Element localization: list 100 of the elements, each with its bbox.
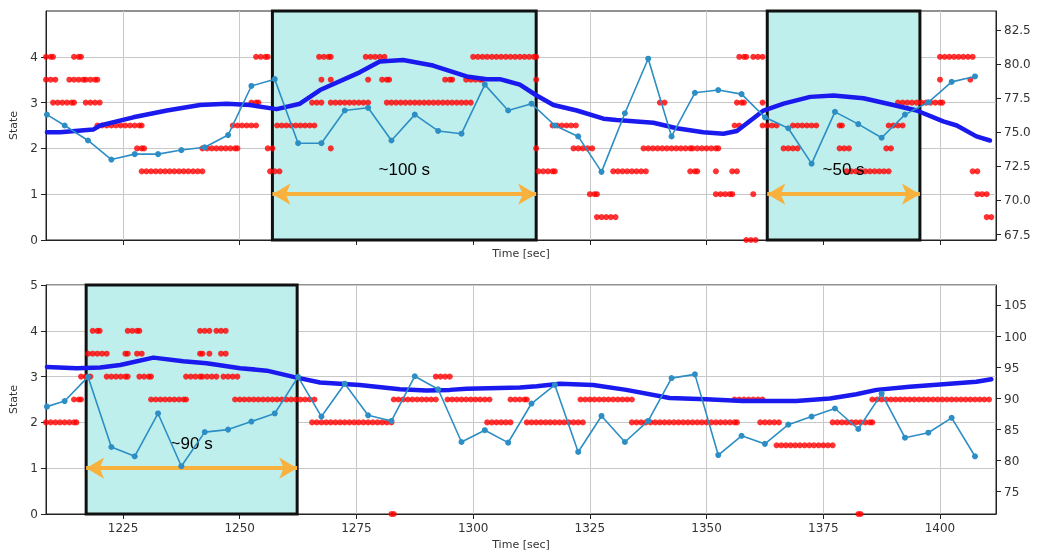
- point: [411, 111, 418, 118]
- point: [155, 151, 162, 158]
- point: [528, 400, 535, 407]
- y-tick-label: 5: [30, 278, 38, 292]
- y-tick-label: 3: [30, 95, 38, 110]
- point: [435, 386, 442, 393]
- point: [131, 151, 138, 158]
- point: [388, 137, 395, 144]
- y2-tick-label: 75: [1004, 484, 1020, 499]
- point: [178, 463, 185, 470]
- point: [972, 453, 978, 460]
- y-tick-label: 1: [30, 461, 38, 476]
- point: [738, 91, 745, 98]
- y2-tick-label: 105: [1004, 298, 1027, 313]
- annotation: ~100 s: [378, 159, 431, 179]
- y-tick-label: 4: [30, 49, 38, 64]
- point: [948, 414, 955, 421]
- point: [855, 121, 862, 128]
- point: [551, 381, 558, 388]
- y2-tick-label: 70.0: [1004, 193, 1031, 208]
- y-axis-title: State: [7, 384, 21, 415]
- y-tick-label: 2: [30, 415, 38, 430]
- point: [155, 410, 162, 417]
- point: [901, 434, 908, 441]
- point: [878, 390, 885, 397]
- point: [481, 81, 488, 88]
- point: [131, 453, 138, 460]
- point: [738, 432, 745, 439]
- y2-tick-label: 75.0: [1004, 125, 1031, 140]
- point: [295, 140, 302, 147]
- point: [458, 439, 465, 446]
- point: [248, 418, 255, 425]
- point: [808, 413, 815, 420]
- line-series: [44, 355, 994, 404]
- point: [248, 82, 255, 89]
- point: [901, 111, 908, 118]
- point: [598, 412, 605, 419]
- x-tick-label: 1225: [107, 521, 139, 535]
- annotation: ~90 s: [170, 433, 213, 453]
- point: [225, 132, 232, 139]
- point: [691, 371, 698, 378]
- point: [201, 429, 208, 436]
- y2-tick-label: 95: [1004, 360, 1020, 375]
- point: [365, 104, 372, 111]
- y-tick-label: 3: [30, 369, 38, 384]
- x-axis-title: Time [sec]: [491, 537, 550, 551]
- point: [715, 452, 722, 459]
- point: [365, 412, 372, 419]
- point: [972, 73, 978, 80]
- point: [85, 137, 92, 144]
- point: [621, 110, 628, 117]
- point: [668, 133, 675, 140]
- y-tick-label: 0: [30, 507, 38, 521]
- x-axis-title: Time [sec]: [491, 247, 550, 260]
- x-tick-label: 1375: [808, 521, 839, 535]
- point: [925, 429, 932, 436]
- point: [831, 405, 838, 412]
- point: [761, 114, 768, 121]
- x-tick-label: 1300: [457, 521, 489, 535]
- point: [435, 127, 442, 134]
- point: [481, 427, 488, 434]
- y-tick-label: 0: [30, 233, 38, 247]
- point: [691, 89, 698, 96]
- point: [855, 425, 862, 432]
- point: [598, 168, 605, 175]
- point: [575, 133, 582, 140]
- point: [43, 111, 50, 118]
- point: [295, 373, 302, 380]
- point: [621, 439, 628, 446]
- point: [761, 440, 768, 447]
- y2-tick-label: 90: [1004, 391, 1020, 406]
- point: [505, 107, 512, 114]
- x-tick-label: 1350: [691, 521, 722, 535]
- point: [341, 380, 348, 387]
- point: [318, 140, 325, 147]
- y-tick-label: 2: [30, 141, 38, 156]
- point: [528, 100, 535, 107]
- y2-tick-label: 72.5: [1004, 159, 1031, 174]
- y2-tick-label: 82.5: [1004, 23, 1031, 38]
- point: [785, 125, 792, 132]
- y2-tick-label: 67.5: [1004, 227, 1031, 242]
- point: [575, 448, 582, 455]
- point: [808, 160, 815, 167]
- point: [505, 439, 512, 446]
- point: [271, 76, 278, 83]
- point: [948, 78, 955, 85]
- point: [43, 403, 50, 410]
- point: [225, 426, 232, 433]
- x-tick-label: 1250: [224, 521, 256, 535]
- y2-tick-label: 100: [1004, 329, 1027, 344]
- y-axis-title: State: [7, 110, 21, 141]
- y-tick-label: 1: [30, 187, 38, 202]
- y2-tick-label: 80.0: [1004, 57, 1031, 72]
- point: [108, 156, 115, 163]
- y2-tick-label: 77.5: [1004, 91, 1031, 106]
- point: [61, 398, 68, 405]
- y2-tick-label: 85: [1004, 422, 1020, 437]
- point: [341, 107, 348, 114]
- x-tick-label: 1275: [341, 521, 372, 535]
- y-tick-label: 4: [30, 323, 38, 338]
